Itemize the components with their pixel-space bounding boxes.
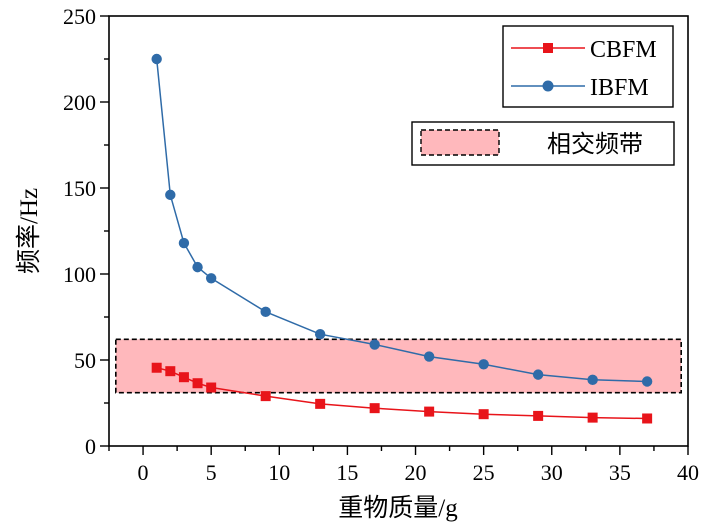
data-point-cbfm [206,382,217,393]
legend-band-swatch [420,129,500,156]
x-tick-label: 0 [138,460,149,485]
y-axis-title: 频率/Hz [15,188,43,274]
data-point-cbfm [315,398,326,409]
data-point-cbfm [424,406,435,417]
data-point-ibfm [165,189,176,201]
data-point-ibfm [205,273,217,284]
legend-marker-ibfm [542,80,554,92]
data-point-cbfm [533,410,544,421]
x-tick-label: 40 [677,460,699,485]
legend-marker-cbfm [543,43,553,53]
data-point-ibfm [423,351,435,362]
legend-label-ibfm: IBFM [590,75,649,101]
x-axis: 0 5 10 15 20 25 30 35 40 [108,446,699,485]
x-tick-label: 5 [206,460,217,485]
data-point-ibfm [314,329,326,340]
data-point-cbfm [151,362,162,373]
x-tick-label: 15 [336,460,358,485]
x-tick-label: 25 [473,460,495,485]
data-point-cbfm [260,391,271,402]
data-point-cbfm [165,366,176,377]
data-point-cbfm [192,378,203,389]
data-point-ibfm [260,306,271,318]
y-axis: 0 50 100 150 200 250 [63,4,109,459]
data-point-cbfm [478,409,489,420]
y-tick-label: 100 [63,262,96,287]
data-point-ibfm [369,339,380,350]
data-point-ibfm [178,237,190,249]
legend-band: 相交频带 [411,121,675,166]
y-tick-label: 50 [74,348,96,373]
data-point-cbfm [642,413,653,424]
data-point-ibfm [532,369,544,380]
data-point-ibfm [478,359,489,370]
y-tick-label: 250 [63,4,96,29]
legend-series-box [502,25,674,108]
x-tick-label: 20 [405,460,427,485]
legend-label-cbfm: CBFM [590,37,657,63]
x-tick-label: 35 [609,460,631,485]
data-point-cbfm [369,403,380,414]
y-tick-label: 0 [85,434,96,459]
x-tick-label: 10 [268,460,290,485]
legend-band-label: 相交频带 [547,131,643,158]
data-point-ibfm [587,374,598,385]
series-layer [151,53,653,424]
y-tick-label: 200 [63,90,96,115]
x-axis-title: 重物质量/g [338,494,458,522]
x-tick-label: 30 [541,460,563,485]
data-point-ibfm [151,53,162,65]
data-point-ibfm [641,376,653,387]
data-point-cbfm [178,372,189,383]
data-point-ibfm [192,261,203,273]
legend-series: CBFM IBFM [502,25,674,108]
data-point-cbfm [587,412,598,423]
y-tick-label: 150 [63,176,96,201]
